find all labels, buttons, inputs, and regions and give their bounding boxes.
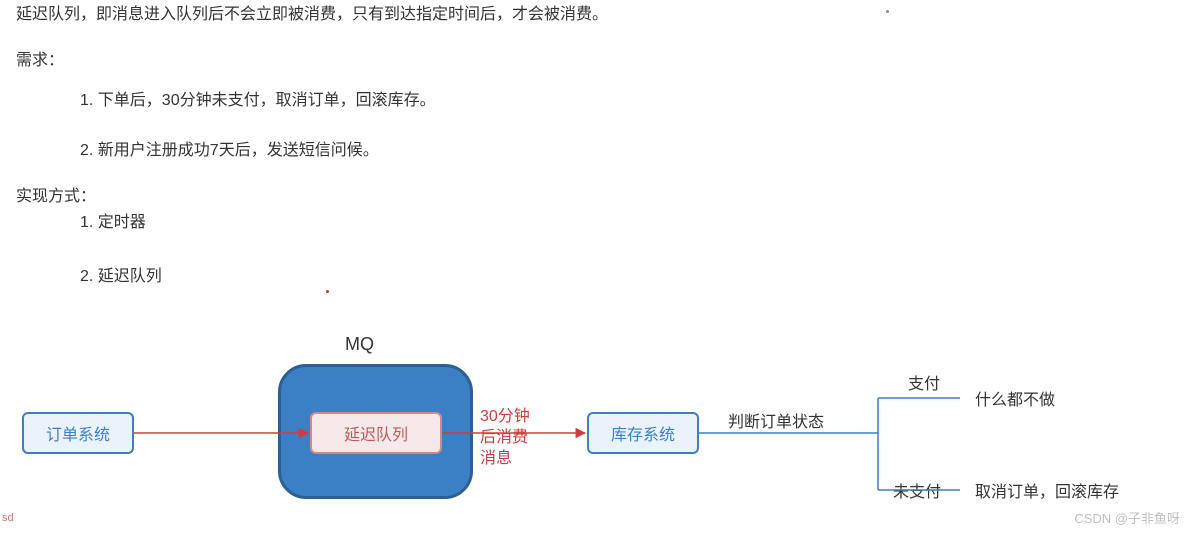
node-stock-label: 库存系统 — [611, 421, 675, 445]
node-order-system: 订单系统 — [22, 412, 134, 454]
dot-artifact — [326, 290, 329, 293]
diagram-container: MQ 订单系统 延迟队列 库存系统 30分钟 后消费 消息 判断订单状态 支付 … — [0, 330, 1190, 530]
intro-text: 延迟队列，即消息进入队列后不会立即被消费，只有到达指定时间后，才会被消费。 — [16, 2, 608, 28]
dot-artifact-2 — [886, 10, 889, 13]
req-1: 1. 下单后，30分钟未支付，取消订单，回滚库存。 — [80, 88, 436, 114]
unpaid-label: 未支付 — [893, 480, 941, 506]
mq-label: MQ — [345, 330, 374, 359]
do-nothing-label: 什么都不做 — [975, 388, 1055, 414]
node-stock-system: 库存系统 — [587, 412, 699, 454]
consume-l2: 后消费 — [480, 428, 530, 449]
watermark-csdn: CSDN @子非鱼呀 — [1074, 508, 1180, 527]
cancel-label: 取消订单，回滚库存 — [975, 480, 1119, 506]
req-label: 需求： — [16, 48, 64, 74]
node-order-label: 订单系统 — [46, 421, 110, 445]
node-delay-label: 延迟队列 — [344, 421, 408, 445]
req-2: 2. 新用户注册成功7天后，发送短信问候。 — [80, 138, 379, 164]
bracket-branch — [870, 398, 960, 490]
impl-label: 实现方式： — [16, 184, 96, 210]
paid-label: 支付 — [908, 372, 940, 398]
node-delay-queue: 延迟队列 — [310, 412, 442, 454]
watermark-sd: sd — [2, 512, 14, 524]
impl-2: 2. 延迟队列 — [80, 264, 162, 290]
consume-l1: 30分钟 — [480, 407, 530, 428]
consume-annotation: 30分钟 后消费 消息 — [480, 407, 530, 469]
consume-l3: 消息 — [480, 449, 530, 470]
judge-status-label: 判断订单状态 — [728, 410, 824, 436]
impl-1: 1. 定时器 — [80, 210, 146, 236]
